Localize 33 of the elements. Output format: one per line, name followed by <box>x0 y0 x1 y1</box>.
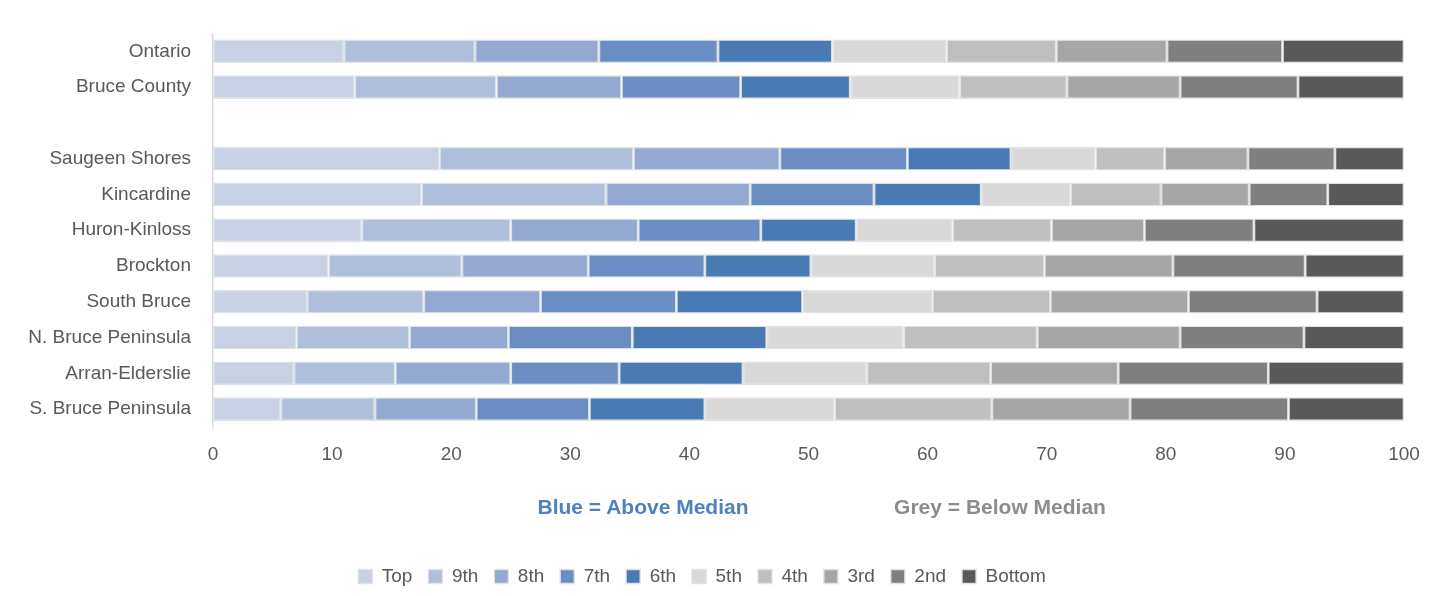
legend-label: 5th <box>715 564 742 586</box>
legend-label: 8th <box>517 564 545 586</box>
y-tick-label: Huron-Kinloss <box>71 218 191 240</box>
x-tick-label: 20 <box>440 442 462 464</box>
y-tick-label: South Bruce <box>86 290 191 311</box>
legend-label: 6th <box>649 564 677 586</box>
y-tick-label: Arran-Elderslie <box>65 361 191 383</box>
x-tick-label: 30 <box>559 442 581 464</box>
x-tick-label: 70 <box>1036 442 1058 464</box>
y-tick-label: Bruce County <box>75 75 192 97</box>
y-tick-label: Ontario <box>128 39 191 61</box>
legend-label: 7th <box>583 564 611 586</box>
x-tick-label: 80 <box>1155 442 1177 464</box>
y-tick-label: N. Bruce Peninsula <box>28 325 192 347</box>
legend-label: 4th <box>781 564 808 586</box>
x-tick-label: 60 <box>917 442 939 464</box>
x-tick-label: 90 <box>1274 442 1296 464</box>
legend-label: 2nd <box>914 564 947 586</box>
x-tick-label: 40 <box>678 442 700 464</box>
y-tick-label: Kincardine <box>101 182 191 204</box>
legend-label: Top <box>381 564 413 586</box>
text: Blue = Above Median <box>537 495 749 519</box>
y-tick-label: Saugeen Shores <box>49 146 191 168</box>
x-tick-label: 10 <box>321 442 343 464</box>
x-tick-label: 50 <box>797 442 820 464</box>
legend-label: 9th <box>451 564 479 586</box>
y-tick-label: Brockton <box>116 254 191 276</box>
text: Grey = Below Median <box>894 495 1106 519</box>
x-tick-label: 100 <box>1388 442 1420 464</box>
x-tick-label: 0 <box>207 442 219 464</box>
legend-label: 3rd <box>847 564 875 586</box>
y-tick-label: S. Bruce Peninsula <box>29 397 192 419</box>
legend-label: Bottom <box>985 564 1046 586</box>
